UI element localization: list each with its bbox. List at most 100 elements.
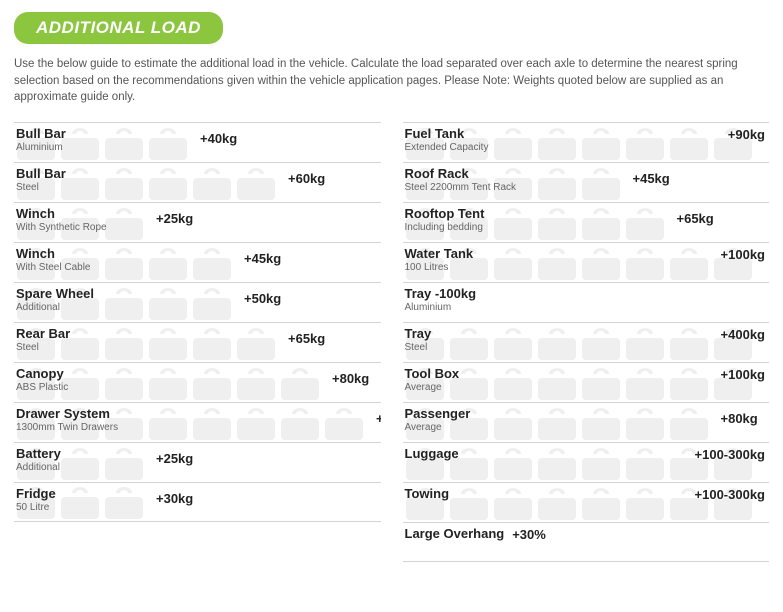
row-title: Tool Box (405, 367, 460, 381)
row-value: +65kg (280, 331, 329, 346)
column-right: Fuel TankExtended Capacity+90kg Roof Rac… (403, 122, 770, 562)
row-value: +40kg (192, 131, 241, 146)
row-text: Roof RackSteel 2200mm Tent Rack +45kg (403, 167, 770, 202)
row-label: Roof RackSteel 2200mm Tent Rack (403, 167, 517, 193)
row-subtitle: Additional (16, 302, 94, 313)
row-text: Tray -100kgAluminium (403, 287, 770, 322)
row-title: Fuel Tank (405, 127, 489, 141)
load-row: Bull BarSteel+60kg (14, 162, 381, 202)
row-subtitle: Steel 2200mm Tent Rack (405, 182, 517, 193)
row-title: Luggage (405, 447, 459, 461)
row-label: Large Overhang (403, 527, 505, 541)
row-label: WinchWith Steel Cable (14, 247, 90, 273)
row-value: +45kg (625, 171, 674, 186)
row-text: Drawer System1300mm Twin Drawers +90kg (14, 407, 381, 442)
row-text: Tool BoxAverage+100kg (403, 367, 770, 402)
row-subtitle: Steel (405, 342, 432, 353)
row-value: +90kg (368, 411, 381, 426)
row-subtitle: Steel (16, 342, 70, 353)
row-value: +60kg (280, 171, 329, 186)
row-text: WinchWith Steel Cable+45kg (14, 247, 381, 282)
load-row: PassengerAverage+80kg (403, 402, 770, 442)
load-row: CanopyABS Plastic+80kg (14, 362, 381, 402)
row-title: Tray (405, 327, 432, 341)
row-text: PassengerAverage+80kg (403, 407, 770, 442)
row-subtitle: Including bedding (405, 222, 485, 233)
row-subtitle: ABS Plastic (16, 382, 68, 393)
columns-wrap: Bull BarAluminium+40kg Bull BarSteel+60k… (14, 122, 769, 562)
row-title: Bull Bar (16, 127, 66, 141)
row-title: Roof Rack (405, 167, 517, 181)
load-row: TraySteel+400kg (403, 322, 770, 362)
row-label: Rear BarSteel (14, 327, 70, 353)
load-row: Water Tank100 Litres+100kg (403, 242, 770, 282)
row-value: +30% (504, 527, 550, 542)
row-label: Tool BoxAverage (403, 367, 460, 393)
row-text: WinchWith Synthetic Rope +25kg (14, 207, 381, 242)
row-text: CanopyABS Plastic+80kg (14, 367, 381, 402)
column-left: Bull BarAluminium+40kg Bull BarSteel+60k… (14, 122, 381, 562)
row-label: Fuel TankExtended Capacity (403, 127, 489, 153)
row-value: +100kg (473, 247, 769, 262)
row-title: Tray -100kg (405, 287, 477, 301)
load-row: Bull BarAluminium +40kg (14, 122, 381, 162)
row-text: Luggage+100-300kg (403, 447, 770, 482)
load-row: Rooftop TentIncluding bedding +65kg (403, 202, 770, 242)
row-title: Winch (16, 207, 107, 221)
load-row: Drawer System1300mm Twin Drawers +90kg (14, 402, 381, 442)
row-value: +30kg (148, 491, 197, 506)
row-subtitle: With Synthetic Rope (16, 222, 107, 233)
load-row: WinchWith Synthetic Rope +25kg (14, 202, 381, 242)
intro-text: Use the below guide to estimate the addi… (14, 56, 769, 106)
load-row: Tool BoxAverage+100kg (403, 362, 770, 402)
row-value: +25kg (148, 211, 197, 226)
load-row: Tray -100kgAluminium (403, 282, 770, 322)
row-title: Rooftop Tent (405, 207, 485, 221)
load-row: Fuel TankExtended Capacity+90kg (403, 122, 770, 162)
row-subtitle: 50 Litre (16, 502, 56, 513)
row-subtitle: Average (405, 422, 471, 433)
row-label: CanopyABS Plastic (14, 367, 68, 393)
row-subtitle: Aluminium (16, 142, 66, 153)
row-value: +100kg (459, 367, 769, 382)
row-text: Bull BarSteel+60kg (14, 167, 381, 202)
row-title: Canopy (16, 367, 68, 381)
row-text: BatteryAdditional+25kg (14, 447, 381, 482)
row-label: Spare WheelAdditional (14, 287, 94, 313)
row-value: +100-300kg (459, 447, 769, 462)
row-title: Battery (16, 447, 61, 461)
section-badge: ADDITIONAL LOAD (14, 12, 223, 44)
row-label: BatteryAdditional (14, 447, 61, 473)
row-label: Fridge50 Litre (14, 487, 56, 513)
row-label: Water Tank100 Litres (403, 247, 474, 273)
row-label: WinchWith Synthetic Rope (14, 207, 107, 233)
row-text: Rooftop TentIncluding bedding +65kg (403, 207, 770, 242)
row-label: Drawer System1300mm Twin Drawers (14, 407, 118, 433)
row-text: Fuel TankExtended Capacity+90kg (403, 127, 770, 162)
load-row: Large Overhang+30% (403, 522, 770, 562)
row-subtitle: Aluminium (405, 302, 477, 313)
row-title: Drawer System (16, 407, 118, 421)
row-value: +65kg (669, 211, 718, 226)
row-title: Large Overhang (405, 527, 505, 541)
row-title: Fridge (16, 487, 56, 501)
row-title: Towing (405, 487, 450, 501)
row-title: Passenger (405, 407, 471, 421)
row-title: Winch (16, 247, 90, 261)
row-title: Bull Bar (16, 167, 66, 181)
row-subtitle: 1300mm Twin Drawers (16, 422, 118, 433)
row-text: Rear BarSteel +65kg (14, 327, 381, 362)
load-row: WinchWith Steel Cable+45kg (14, 242, 381, 282)
load-row: Towing+100-300kg (403, 482, 770, 522)
row-text: Water Tank100 Litres+100kg (403, 247, 770, 282)
row-text: TraySteel+400kg (403, 327, 770, 362)
row-text: Fridge50 Litre +30kg (14, 487, 381, 521)
load-row: Rear BarSteel +65kg (14, 322, 381, 362)
row-text: Large Overhang+30% (403, 527, 770, 561)
row-text: Spare WheelAdditional+50kg (14, 287, 381, 322)
row-label: Tray -100kgAluminium (403, 287, 477, 313)
row-text: Bull BarAluminium +40kg (14, 127, 381, 162)
row-title: Spare Wheel (16, 287, 94, 301)
row-text: Towing+100-300kg (403, 487, 770, 522)
row-title: Rear Bar (16, 327, 70, 341)
